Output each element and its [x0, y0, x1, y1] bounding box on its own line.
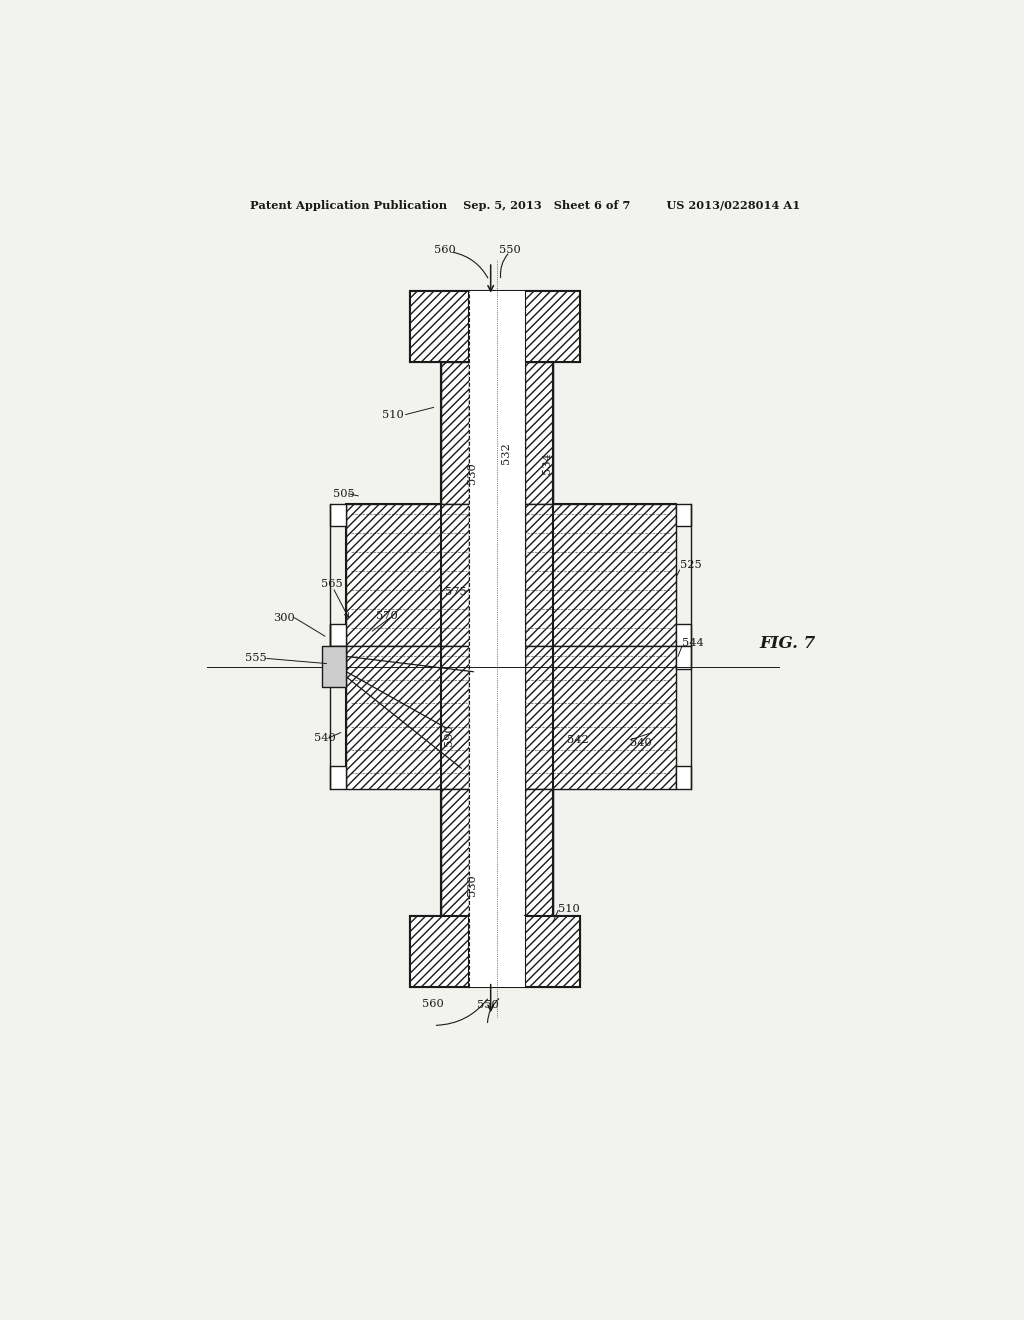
Text: 300: 300 — [273, 612, 295, 623]
Bar — [524, 504, 676, 647]
Text: Patent Application Publication    Sep. 5, 2013   Sheet 6 of 7         US 2013/02: Patent Application Publication Sep. 5, 2… — [250, 199, 800, 211]
Bar — [676, 766, 691, 788]
Bar — [410, 916, 469, 987]
Text: 565: 565 — [321, 579, 343, 589]
Text: 542: 542 — [567, 735, 589, 744]
Bar — [323, 647, 346, 686]
Bar — [524, 788, 553, 916]
Bar — [524, 916, 581, 987]
Bar — [676, 624, 691, 647]
Bar — [441, 788, 469, 916]
Bar — [331, 766, 346, 788]
Bar — [410, 916, 581, 987]
Bar — [346, 504, 676, 647]
Bar — [524, 647, 676, 788]
Text: 540: 540 — [631, 738, 652, 748]
Text: 525: 525 — [680, 560, 701, 570]
Bar — [469, 788, 524, 916]
Bar — [441, 362, 469, 504]
Text: 540: 540 — [313, 733, 336, 743]
Text: 510: 510 — [382, 409, 403, 420]
Text: 575: 575 — [445, 587, 467, 598]
Text: 550: 550 — [477, 1001, 499, 1010]
Bar — [469, 916, 524, 987]
Bar — [346, 647, 469, 788]
Text: 590: 590 — [443, 723, 454, 746]
Text: 534: 534 — [543, 453, 552, 474]
Bar — [410, 290, 581, 362]
Text: 505: 505 — [333, 488, 354, 499]
Bar — [331, 504, 346, 527]
Bar — [410, 290, 469, 362]
Text: 560: 560 — [433, 246, 456, 255]
Text: 544: 544 — [682, 639, 703, 648]
Bar — [331, 624, 346, 647]
Bar — [346, 504, 469, 647]
Text: 530: 530 — [467, 874, 477, 896]
Bar — [676, 504, 691, 527]
Text: FIG. 7: FIG. 7 — [759, 635, 815, 652]
Bar — [346, 647, 676, 788]
Text: 550: 550 — [500, 246, 521, 255]
Bar — [469, 362, 524, 504]
Bar — [469, 504, 524, 647]
Bar — [524, 362, 553, 504]
Text: 510: 510 — [558, 903, 580, 913]
Text: 530: 530 — [467, 462, 477, 484]
Bar — [676, 647, 691, 669]
Text: 555: 555 — [246, 653, 267, 664]
Bar — [331, 647, 346, 669]
Bar — [524, 290, 581, 362]
Text: 570: 570 — [377, 611, 398, 620]
Bar — [469, 290, 524, 362]
Bar — [469, 647, 524, 788]
Text: 560: 560 — [422, 999, 443, 1008]
Text: 532: 532 — [501, 442, 511, 465]
